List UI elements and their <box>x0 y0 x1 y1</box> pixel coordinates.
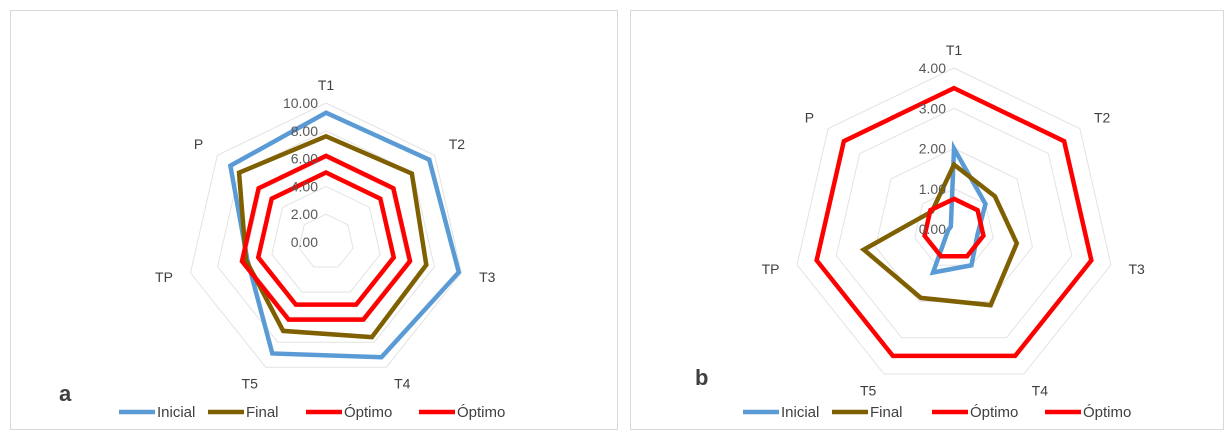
series-line-ptimo-3 <box>922 196 986 259</box>
tick-label: 2.00 <box>291 206 318 222</box>
tick-label: 6.00 <box>291 151 318 167</box>
tick-label: 2.00 <box>919 141 946 157</box>
series-line-inicial-0 <box>929 140 988 276</box>
grid-ring <box>298 213 354 268</box>
series-line-ptimo-2 <box>239 153 413 322</box>
tick-label: 10.00 <box>283 95 318 111</box>
tick-label: 4.00 <box>291 178 318 194</box>
tick-label: 0.00 <box>919 221 946 237</box>
radar-grid-b <box>796 67 1112 375</box>
legend-entry: Óptimo <box>1083 404 1131 421</box>
axis-label-tp: TP <box>155 269 173 285</box>
tick-label: 1.00 <box>919 181 946 197</box>
tick-label: 8.00 <box>291 123 318 139</box>
axis-label-t2: T2 <box>1094 109 1111 125</box>
legend-b: Inicial Final Óptimo Óptimo <box>743 404 1131 421</box>
legend-entry: Final <box>870 404 903 421</box>
grid-ring <box>271 185 381 293</box>
legend-entry: Óptimo <box>970 404 1018 421</box>
radar-chart-a: 0.00 2.00 4.00 6.00 8.00 10.00 T1 T2 T3 T4 T5 TP P In… <box>10 10 618 430</box>
tick-label: 3.00 <box>919 100 946 116</box>
legend-entry: Inicial <box>157 404 195 421</box>
axis-label-t4: T4 <box>394 375 411 391</box>
axis-label-p: P <box>805 109 814 125</box>
series-line-final-1 <box>236 133 429 340</box>
grid-ring <box>796 67 1112 375</box>
axis-label-t2: T2 <box>449 136 466 152</box>
legend-entry: Final <box>246 404 279 421</box>
legend-entry: Inicial <box>781 404 819 421</box>
axis-label-t4: T4 <box>1032 382 1049 398</box>
grid-ring <box>244 158 408 318</box>
tick-label: 4.00 <box>919 60 946 76</box>
grid-ring <box>835 107 1073 339</box>
grid-ring <box>189 102 463 368</box>
axis-label-tp: TP <box>762 261 780 277</box>
axis-label-t1: T1 <box>946 42 963 58</box>
tick-label: 0.00 <box>291 234 318 250</box>
axis-label-t3: T3 <box>479 269 496 285</box>
series-line-inicial-0 <box>227 110 462 360</box>
axis-label-t5: T5 <box>242 375 259 391</box>
legend-entry: Óptimo <box>457 404 505 421</box>
axis-label-p: P <box>194 136 203 152</box>
series-line-ptimo-2 <box>814 85 1094 359</box>
radar-chart-b: 0.00 1.00 2.00 3.00 4.00 T1 T2 T3 T4 T5 TP P Inicial… <box>630 10 1224 430</box>
series-line-final-1 <box>859 161 1020 308</box>
axis-label-t1: T1 <box>318 77 335 93</box>
axis-label-t3: T3 <box>1129 261 1146 277</box>
legend-entry: Óptimo <box>344 404 392 421</box>
series-line-ptimo-3 <box>255 170 397 307</box>
panel-label-b: b <box>695 365 709 390</box>
axis-label-t5: T5 <box>860 382 877 398</box>
panel-label-a: a <box>59 381 72 406</box>
grid-ring <box>914 188 994 266</box>
legend-a: Inicial Final Óptimo Óptimo <box>119 404 505 421</box>
